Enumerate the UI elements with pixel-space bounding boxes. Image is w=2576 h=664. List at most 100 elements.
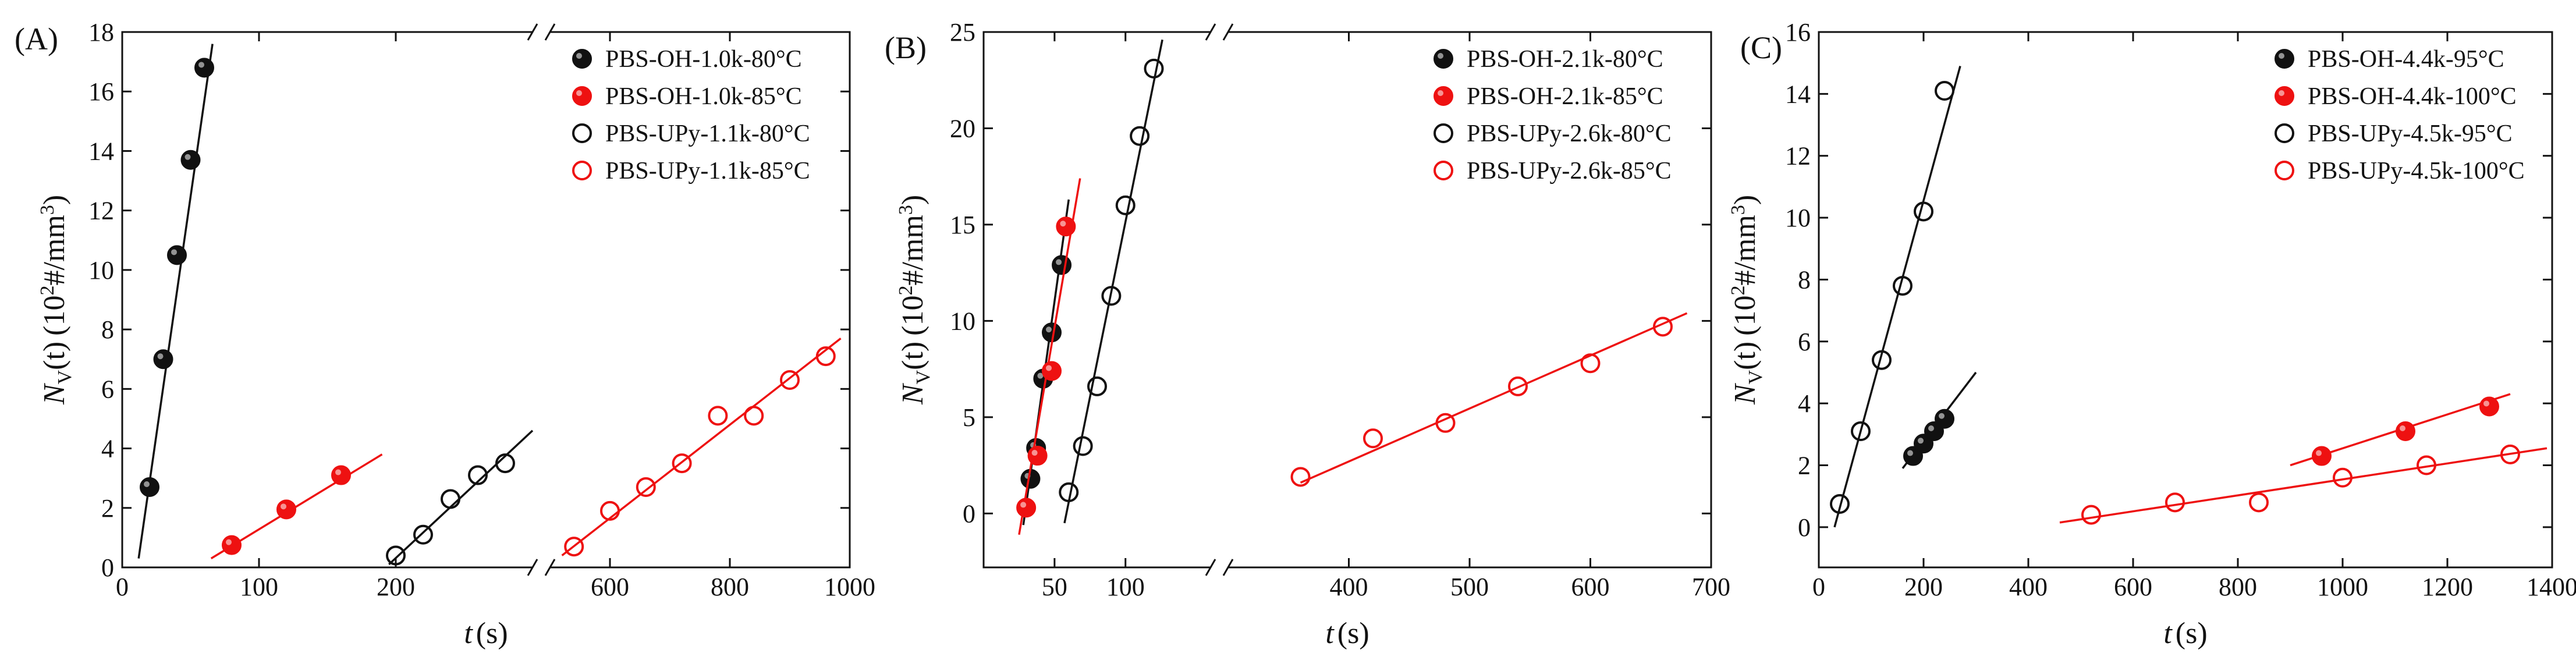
- point-c-2-0: [1830, 493, 1850, 514]
- point-b-2-5: [1130, 126, 1150, 146]
- x-tick-label-a-4: 800: [711, 573, 749, 601]
- point-c-2-5: [1935, 81, 1954, 101]
- axis-break-gap-a-1: [533, 564, 550, 571]
- y-tick-label-b-4: 20: [950, 114, 975, 143]
- x-tick-label-b-4: 600: [1571, 573, 1610, 601]
- point-shine-a-0-1: [157, 353, 164, 360]
- point-shine-a-0-4: [198, 62, 204, 68]
- legend-label-a-3: PBS-UPy-1.1k-85°C: [605, 158, 810, 184]
- point-shine-c-0-1: [1918, 438, 1924, 444]
- point-a-2-1: [413, 524, 433, 545]
- x-tick-label-a-0: 0: [116, 573, 129, 601]
- y-axis-unit-b: (10: [896, 296, 929, 336]
- point-shine-c-0-3: [1939, 413, 1945, 419]
- legend-marker-a-0: [572, 49, 592, 69]
- point-b-3-4: [1580, 353, 1601, 374]
- y-tick-label-a-2: 4: [101, 435, 114, 463]
- y-axis-tail-c: #/mm: [1729, 215, 1762, 285]
- point-a-0-2: [167, 245, 187, 265]
- point-c-0-3: [1935, 409, 1954, 429]
- y-axis-title-a: NV(t) (102#/mm3): [37, 195, 76, 405]
- x-axis-title-a: t (s): [464, 617, 508, 650]
- point-a-1-0: [222, 535, 242, 555]
- x-tick-label-a-1: 100: [240, 573, 278, 601]
- legend-marker-shine-b-1: [1438, 90, 1443, 96]
- point-b-0-4: [1052, 255, 1072, 275]
- point-a-3-2: [636, 477, 656, 497]
- legend-marker-shine-a-0: [576, 53, 582, 59]
- point-b-3-5: [1653, 317, 1673, 337]
- y-tick-label-a-1: 2: [101, 494, 114, 523]
- point-shine-b-1-0: [1020, 502, 1027, 508]
- y-tick-label-b-3: 15: [950, 211, 975, 239]
- x-tick-label-c-1: 200: [1904, 573, 1943, 601]
- point-a-2-0: [386, 545, 406, 566]
- legend-marker-a-3: [572, 161, 592, 180]
- legend-marker-b-0: [1434, 49, 1453, 69]
- y-tick-label-a-5: 10: [88, 256, 114, 285]
- y-axis-unit-a: (10: [38, 296, 71, 336]
- point-shine-c-1-1: [2400, 425, 2405, 432]
- axis-break-mark-b-1-0: [1205, 559, 1216, 576]
- point-a-3-0: [564, 537, 584, 557]
- point-c-3-0: [2081, 505, 2101, 525]
- point-c-1-1: [2396, 421, 2415, 442]
- point-c-2-4: [1914, 201, 1933, 222]
- panel-label-c: (C): [1740, 30, 1782, 65]
- legend-marker-b-1: [1434, 86, 1453, 106]
- point-c-3-3: [2333, 467, 2353, 488]
- y-axis-sub-c: V: [1745, 370, 1766, 384]
- x-tick-label-a-5: 1000: [824, 573, 875, 601]
- x-axis-title-b: t (s): [1325, 617, 1369, 650]
- point-a-3-1: [600, 500, 620, 521]
- legend-label-b-2: PBS-UPy-2.6k-80°C: [1467, 120, 1672, 147]
- point-shine-c-1-0: [2316, 450, 2322, 456]
- point-b-2-4: [1115, 195, 1136, 215]
- point-a-2-4: [495, 453, 515, 474]
- fit-line-a-0: [137, 44, 214, 559]
- x-axis-var-b: t: [1325, 617, 1335, 650]
- point-c-3-2: [2249, 492, 2269, 513]
- point-c-2-2: [1872, 350, 1892, 370]
- x-tick-label-b-2: 400: [1330, 573, 1368, 601]
- axis-break-mark-b-0-1: [1222, 23, 1234, 41]
- point-b-1-1: [1027, 446, 1048, 466]
- y-tick-label-c-3: 6: [1798, 328, 1811, 356]
- point-a-3-3: [672, 453, 692, 474]
- point-a-1-2: [331, 465, 351, 485]
- point-a-2-3: [468, 465, 488, 485]
- legend-marker-a-2: [572, 123, 592, 143]
- legend-label-c-1: PBS-OH-4.4k-100°C: [2308, 83, 2517, 110]
- plot-frame-c: [1818, 31, 2553, 569]
- x-tick-label-c-0: 0: [1812, 573, 1825, 601]
- legend-marker-shine-c-1: [2279, 90, 2284, 96]
- point-b-2-2: [1087, 376, 1107, 396]
- legend-label-b-1: PBS-OH-2.1k-85°C: [1467, 83, 1663, 110]
- point-shine-b-1-1: [1031, 450, 1038, 456]
- y-tick-label-c-8: 16: [1785, 18, 1811, 47]
- plot-frame-b: [982, 31, 1712, 569]
- point-shine-b-0-2: [1037, 372, 1044, 379]
- point-a-0-4: [194, 58, 214, 78]
- point-a-0-1: [153, 349, 173, 370]
- fit-line-c-2: [1833, 66, 1961, 528]
- y-tick-label-b-1: 5: [963, 403, 975, 432]
- point-shine-a-1-1: [281, 503, 286, 510]
- legend-label-b-0: PBS-OH-2.1k-80°C: [1467, 46, 1663, 73]
- axis-break-mark-a-0-1: [544, 23, 556, 41]
- legend-marker-b-3: [1434, 161, 1453, 180]
- point-b-3-2: [1435, 413, 1456, 433]
- fit-line-b-2: [1063, 39, 1163, 524]
- panel-b: 50 100 400 500 600 700 0 5 10 15 20 25 (B) t (s) NV(t) (…: [885, 18, 1730, 650]
- fit-line-a-2: [388, 429, 534, 566]
- legend-marker-c-2: [2275, 123, 2294, 143]
- legend-marker-shine-a-1: [576, 90, 582, 96]
- y-tick-label-c-2: 4: [1798, 389, 1811, 418]
- y-axis-title-c: NV(t) (102#/mm3): [1727, 195, 1766, 405]
- point-b-3-3: [1508, 376, 1528, 396]
- y-axis-exp-a: 2: [37, 286, 58, 296]
- x-axis-var-a: t: [464, 617, 473, 650]
- fit-line-b-1: [1018, 178, 1081, 535]
- y-axis-exp-c: 2: [1727, 286, 1749, 296]
- legend-marker-c-1: [2275, 86, 2294, 106]
